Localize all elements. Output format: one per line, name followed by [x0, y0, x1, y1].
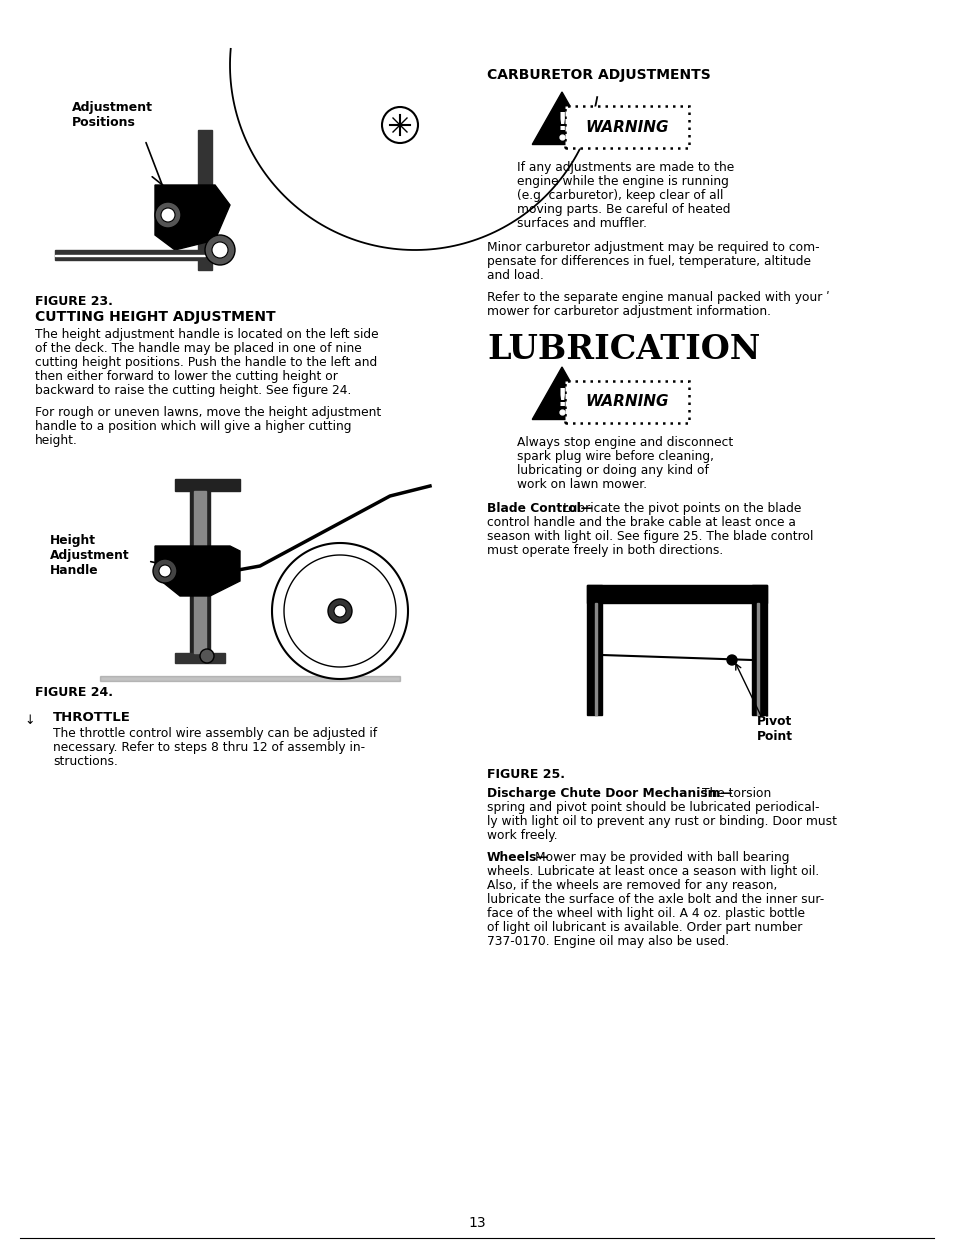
Text: Always stop engine and disconnect: Always stop engine and disconnect [517, 436, 733, 449]
Text: engine while the engine is running: engine while the engine is running [517, 174, 728, 188]
Text: ly with light oil to prevent any rust or binding. Door must: ly with light oil to prevent any rust or… [486, 815, 836, 829]
Polygon shape [174, 653, 225, 663]
Text: moving parts. Be careful of heated: moving parts. Be careful of heated [517, 203, 730, 216]
Text: (e.g. carburetor), keep clear of all: (e.g. carburetor), keep clear of all [517, 189, 722, 202]
Text: then either forward to lower the cutting height or: then either forward to lower the cutting… [35, 370, 337, 383]
Text: work freely.: work freely. [486, 829, 558, 842]
Circle shape [200, 649, 213, 663]
Polygon shape [757, 603, 759, 715]
Text: WARNING: WARNING [584, 395, 668, 410]
Circle shape [154, 202, 181, 228]
Circle shape [381, 107, 417, 143]
Polygon shape [532, 368, 591, 420]
Text: Height
Adjustment
Handle: Height Adjustment Handle [50, 535, 130, 577]
Text: and load.: and load. [486, 269, 543, 282]
Text: THROTTLE: THROTTLE [53, 711, 131, 724]
Text: lubricating or doing any kind of: lubricating or doing any kind of [517, 464, 708, 477]
Polygon shape [198, 130, 212, 270]
Text: Adjustment
Positions: Adjustment Positions [71, 101, 152, 130]
Text: control handle and the brake cable at least once a: control handle and the brake cable at le… [486, 516, 795, 530]
Circle shape [205, 235, 234, 265]
Circle shape [159, 564, 171, 577]
Text: FIGURE 23.: FIGURE 23. [35, 295, 112, 308]
Polygon shape [100, 677, 399, 682]
Text: If any adjustments are made to the: If any adjustments are made to the [517, 161, 734, 174]
Polygon shape [272, 543, 408, 679]
Text: work on lawn mower.: work on lawn mower. [517, 478, 646, 491]
Text: FIGURE 25.: FIGURE 25. [486, 768, 564, 781]
Polygon shape [154, 184, 230, 250]
Text: 737-0170. Engine oil may also be used.: 737-0170. Engine oil may also be used. [486, 934, 728, 948]
Text: WARNING: WARNING [584, 120, 668, 135]
Text: The torsion: The torsion [701, 787, 770, 800]
Circle shape [334, 606, 346, 617]
Text: Pivot
Point: Pivot Point [757, 715, 792, 743]
Circle shape [212, 242, 228, 258]
Text: CUTTING HEIGHT ADJUSTMENT: CUTTING HEIGHT ADJUSTMENT [35, 310, 275, 324]
Polygon shape [586, 586, 601, 715]
Polygon shape [595, 603, 597, 715]
Circle shape [161, 208, 174, 222]
Polygon shape [751, 586, 766, 715]
FancyBboxPatch shape [564, 106, 688, 148]
Text: Mower may be provided with ball bearing: Mower may be provided with ball bearing [535, 851, 789, 863]
Text: spark plug wire before cleaning,: spark plug wire before cleaning, [517, 450, 713, 464]
Text: Discharge Chute Door Mechanism—: Discharge Chute Door Mechanism— [486, 787, 732, 800]
Text: season with light oil. See figure 25. The blade control: season with light oil. See figure 25. Th… [486, 530, 813, 543]
Text: 13: 13 [468, 1216, 485, 1230]
Polygon shape [284, 554, 395, 667]
Text: surfaces and muffler.: surfaces and muffler. [517, 217, 646, 231]
Text: must operate freely in both directions.: must operate freely in both directions. [486, 545, 722, 557]
Text: height.: height. [35, 434, 78, 447]
Text: wheels. Lubricate at least once a season with light oil.: wheels. Lubricate at least once a season… [486, 865, 819, 878]
Polygon shape [55, 250, 205, 260]
Text: structions.: structions. [53, 755, 118, 768]
Polygon shape [154, 546, 240, 596]
Polygon shape [193, 491, 206, 653]
Text: of the deck. The handle may be placed in one of nine: of the deck. The handle may be placed in… [35, 341, 361, 355]
FancyBboxPatch shape [564, 381, 688, 422]
Text: !: ! [556, 386, 567, 410]
Polygon shape [174, 478, 240, 491]
Text: LUBRICATION: LUBRICATION [486, 333, 760, 366]
Text: Blade Control—: Blade Control— [486, 502, 592, 515]
Text: The throttle control wire assembly can be adjusted if: The throttle control wire assembly can b… [53, 726, 376, 740]
Polygon shape [190, 481, 210, 660]
Text: mower for carburetor adjustment information.: mower for carburetor adjustment informat… [486, 305, 770, 318]
Text: face of the wheel with light oil. A 4 oz. plastic bottle: face of the wheel with light oil. A 4 oz… [486, 907, 804, 920]
Text: ↓: ↓ [25, 714, 35, 726]
Text: lubricate the surface of the axle bolt and the inner sur-: lubricate the surface of the axle bolt a… [486, 893, 823, 906]
Text: cutting height positions. Push the handle to the left and: cutting height positions. Push the handl… [35, 356, 376, 369]
Polygon shape [586, 586, 766, 603]
Text: necessary. Refer to steps 8 thru 12 of assembly in-: necessary. Refer to steps 8 thru 12 of a… [53, 741, 365, 754]
Text: Also, if the wheels are removed for any reason,: Also, if the wheels are removed for any … [486, 878, 777, 892]
Circle shape [328, 599, 352, 623]
Circle shape [726, 655, 737, 665]
Text: Refer to the separate engine manual packed with your ʹ: Refer to the separate engine manual pack… [486, 292, 829, 304]
Text: Lubricate the pivot points on the blade: Lubricate the pivot points on the blade [562, 502, 801, 515]
Text: handle to a position which will give a higher cutting: handle to a position which will give a h… [35, 420, 351, 434]
Text: spring and pivot point should be lubricated periodical-: spring and pivot point should be lubrica… [486, 801, 819, 814]
Text: !: ! [556, 111, 567, 136]
Text: For rough or uneven lawns, move the height adjustment: For rough or uneven lawns, move the heig… [35, 406, 381, 419]
Polygon shape [532, 92, 591, 145]
Text: of light oil lubricant is available. Order part number: of light oil lubricant is available. Ord… [486, 921, 801, 934]
Circle shape [152, 559, 177, 583]
Text: backward to raise the cutting height. See figure 24.: backward to raise the cutting height. Se… [35, 384, 351, 397]
Text: CARBURETOR ADJUSTMENTS: CARBURETOR ADJUSTMENTS [486, 69, 710, 82]
Text: pensate for differences in fuel, temperature, altitude: pensate for differences in fuel, tempera… [486, 255, 810, 268]
Text: Wheels—: Wheels— [486, 851, 549, 863]
Text: Minor carburetor adjustment may be required to com-: Minor carburetor adjustment may be requi… [486, 240, 819, 254]
Text: FIGURE 24.: FIGURE 24. [35, 687, 112, 699]
Text: The height adjustment handle is located on the left side: The height adjustment handle is located … [35, 328, 378, 341]
